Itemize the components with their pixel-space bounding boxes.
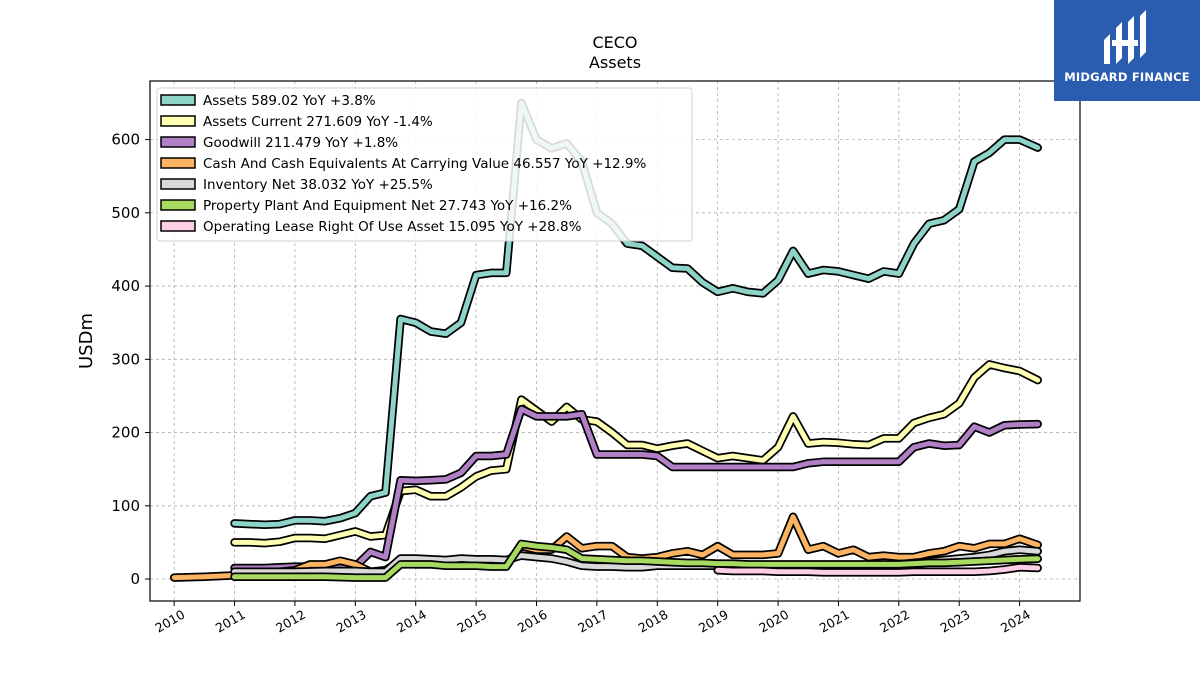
legend-item-label: Assets Current 271.609 YoY -1.4% xyxy=(203,114,433,130)
logo-text: MIDGARD FINANCE xyxy=(1064,70,1190,84)
y-tick-label: 0 xyxy=(130,570,140,588)
y-tick-label: 400 xyxy=(111,277,140,295)
legend-swatch xyxy=(160,199,196,211)
legend-swatch xyxy=(160,220,196,232)
x-tick-label: 2019 xyxy=(696,607,731,636)
y-tick-label: 500 xyxy=(111,204,140,222)
x-tick-label: 2015 xyxy=(454,607,489,636)
x-tick-label: 2011 xyxy=(213,607,248,636)
x-tick-label: 2010 xyxy=(152,607,187,636)
y-tick-label: 100 xyxy=(111,497,140,515)
series-line xyxy=(715,564,1041,575)
legend-item-label: Assets 589.02 YoY +3.8% xyxy=(203,93,376,109)
midgard-logo-icon xyxy=(1104,10,1146,64)
x-tick-label: 2024 xyxy=(998,607,1033,636)
x-tick-label: 2012 xyxy=(273,607,308,636)
legend-item-label: Inventory Net 38.032 YoY +25.5% xyxy=(203,177,433,193)
x-tick-label: 2018 xyxy=(635,607,670,636)
x-tick-label: 2016 xyxy=(515,607,550,636)
series-assets-current xyxy=(230,360,1042,548)
legend-item-label: Goodwill 211.479 YoY +1.8% xyxy=(203,135,398,151)
x-tick-label: 2020 xyxy=(756,607,791,636)
x-tick-label: 2021 xyxy=(817,607,852,636)
plot-frame xyxy=(149,80,1081,602)
series-line xyxy=(232,100,1041,528)
series-assets xyxy=(230,98,1042,530)
series-property-plant-and-equipment-net xyxy=(230,539,1042,582)
x-tick-label: 2023 xyxy=(937,607,972,636)
series-line xyxy=(232,541,1041,581)
series-goodwill xyxy=(230,404,1042,573)
x-tick-label: 2022 xyxy=(877,607,912,636)
legend: Assets 589.02 YoY +3.8% Assets Current 27… xyxy=(156,87,693,242)
x-tick-label: 2013 xyxy=(334,607,369,636)
y-tick-label: 600 xyxy=(111,131,140,149)
y-axis-ticks: 0 100 200 300 400 500 600 xyxy=(111,131,150,588)
x-tick-label: 2017 xyxy=(575,607,610,636)
chart-subtitle: Assets xyxy=(588,53,642,72)
y-tick-label: 300 xyxy=(111,350,140,368)
chart-title: CECO xyxy=(592,33,638,52)
series-line xyxy=(232,361,1041,546)
x-axis-ticks: 2010 2011 2012 2013 2014 2015 2016 2017 2018 2019… xyxy=(152,601,1033,636)
series-operating-lease-right-of-use-asset xyxy=(713,563,1042,577)
x-tick-label: 2014 xyxy=(394,607,429,636)
legend-swatch xyxy=(160,136,196,148)
legend-item-label: Operating Lease Right Of Use Asset 15.09… xyxy=(203,219,582,235)
y-tick-label: 200 xyxy=(111,424,140,442)
legend-swatch xyxy=(160,115,196,127)
y-axis-label: USDm xyxy=(76,313,97,369)
midgard-finance-logo: MIDGARD FINANCE xyxy=(1054,0,1200,101)
series-lines xyxy=(169,98,1042,582)
legend-swatch xyxy=(160,157,196,169)
legend-box xyxy=(156,87,693,242)
series-line xyxy=(232,406,1041,571)
legend-swatch xyxy=(160,94,196,106)
legend-item-label: Property Plant And Equipment Net 27.743 … xyxy=(203,198,572,214)
legend-item-label: Cash And Cash Equivalents At Carrying Va… xyxy=(203,156,647,172)
legend-swatch xyxy=(160,178,196,190)
